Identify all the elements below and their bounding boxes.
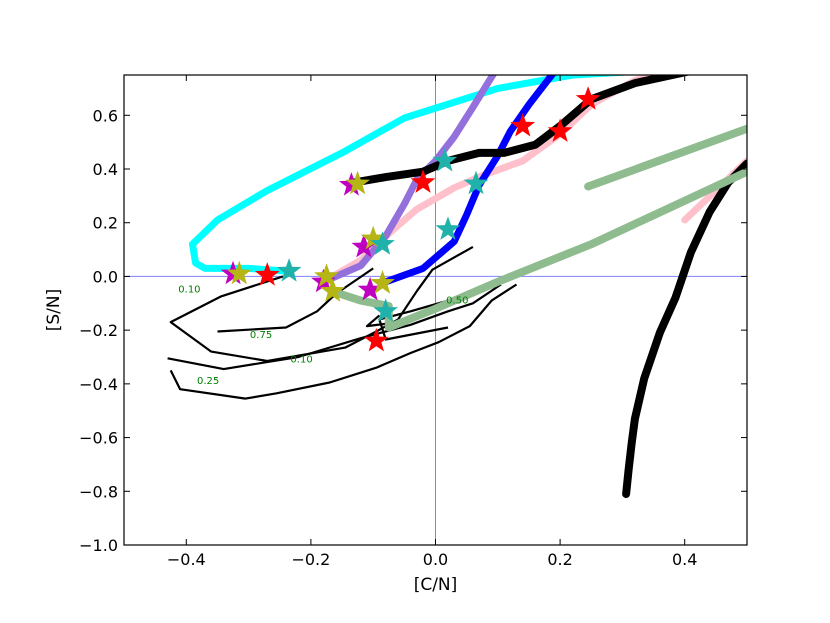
star-marker-2-2: [360, 225, 386, 250]
x-tick-label-1: −0.2: [291, 550, 330, 569]
star-marker-3-2: [463, 170, 489, 195]
star-marker-2-0: [226, 260, 252, 285]
star-marker-1-3: [351, 233, 377, 258]
star-marker-0-1: [410, 169, 436, 193]
contour-line-5: [365, 314, 389, 328]
x-tick-label-2: 0.0: [423, 550, 448, 569]
star-marker-2-1: [345, 170, 370, 195]
star-marker-0-0: [254, 262, 280, 286]
star-marker-3-0: [276, 258, 302, 282]
x-tick-label-3: 0.2: [547, 550, 572, 569]
x-tick-label-4: 0.4: [672, 550, 697, 569]
star-marker-3-1: [432, 147, 458, 172]
star-marker-0-3: [547, 118, 573, 142]
contour-label-2: 0.50: [446, 295, 468, 306]
series-group: [189, 75, 747, 498]
contour-label-group: 0.10 0.25 0.50 0.75 0.10: [178, 285, 468, 387]
star-marker-2-5: [314, 263, 339, 287]
series-line-5: [350, 75, 692, 187]
series-line-0: [189, 75, 628, 275]
contour-line-3: [167, 283, 502, 371]
star-marker-0-5: [364, 327, 389, 352]
contour-label-4: 0.10: [290, 354, 312, 365]
y-tick-label-8: 0.6: [93, 106, 118, 125]
x-axis-label: [C/N]: [414, 575, 458, 595]
y-tick-label-7: 0.4: [93, 160, 118, 179]
y-tick-label-3: −0.4: [79, 375, 118, 394]
y-tick-label-5: 0.0: [93, 267, 118, 286]
contour-group: [167, 245, 518, 400]
contour-line-1: [169, 283, 518, 400]
y-tick-label-0: −1.0: [79, 536, 118, 555]
marker-group: [220, 86, 601, 352]
star-marker-3-4: [370, 231, 395, 255]
series-line-6: [622, 159, 747, 498]
star-marker-1-4: [357, 276, 383, 301]
y-tick-label-2: −0.6: [79, 429, 118, 448]
x-axis: −0.4 −0.2 0.0 0.2 0.4: [167, 75, 697, 569]
star-marker-3-3: [435, 216, 461, 240]
series-line-8: [584, 124, 747, 191]
contour-line-2: [217, 267, 374, 333]
star-marker-0-2: [510, 113, 536, 137]
y-axis: −1.0 −0.8 −0.6 −0.4 −0.2 0.0 0.2 0.4 0.6: [79, 106, 747, 555]
y-tick-label-6: 0.2: [93, 214, 118, 233]
contour-line-0: [169, 245, 474, 363]
contour-label-3: 0.75: [250, 330, 272, 341]
star-marker-2-3: [320, 278, 346, 302]
x-tick-label-0: −0.4: [167, 550, 206, 569]
contour-label-0: 0.10: [178, 285, 200, 296]
y-tick-label-1: −0.8: [79, 482, 118, 501]
star-marker-0-4: [575, 86, 601, 110]
series-line-7: [331, 167, 747, 332]
star-marker-2-4: [370, 270, 395, 294]
y-axis-label: [S/N]: [44, 289, 64, 332]
star-marker-3-5: [373, 298, 398, 322]
y-tick-label-4: −0.2: [79, 321, 118, 340]
contour-label-1: 0.25: [197, 376, 219, 387]
